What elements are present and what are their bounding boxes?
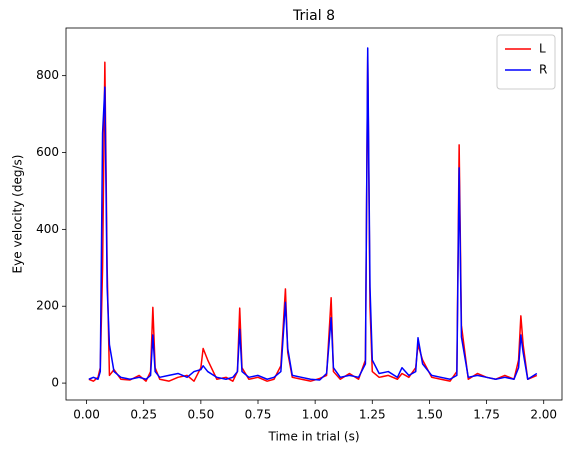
chart-title: Trial 8 <box>292 8 335 24</box>
x-tick-label: 1.75 <box>473 408 500 422</box>
legend-label: R <box>539 63 547 77</box>
x-axis-label: Time in trial (s) <box>267 430 359 444</box>
x-tick-label: 0.50 <box>187 408 214 422</box>
y-tick-label: 200 <box>36 299 59 313</box>
x-tick-label: 0.25 <box>130 408 157 422</box>
plot-frame <box>65 27 563 401</box>
x-tick-label: 1.00 <box>302 408 329 422</box>
x-tick-label: 0.75 <box>245 408 272 422</box>
legend-label: L <box>539 42 546 56</box>
y-axis-label: Eye velocity (deg/s) <box>11 155 25 274</box>
legend: LR <box>496 34 556 90</box>
x-tick-label: 1.25 <box>359 408 386 422</box>
data-line <box>88 47 538 381</box>
y-tick-label: 600 <box>36 145 59 159</box>
x-tick-label: 1.50 <box>416 408 443 422</box>
data-line <box>88 55 538 382</box>
y-tick-label: 800 <box>36 68 59 82</box>
y-tick-label: 0 <box>51 376 59 390</box>
x-tick-label: 0.00 <box>73 408 100 422</box>
x-tick-label: 2.00 <box>530 408 557 422</box>
y-tick-label: 400 <box>36 222 59 236</box>
